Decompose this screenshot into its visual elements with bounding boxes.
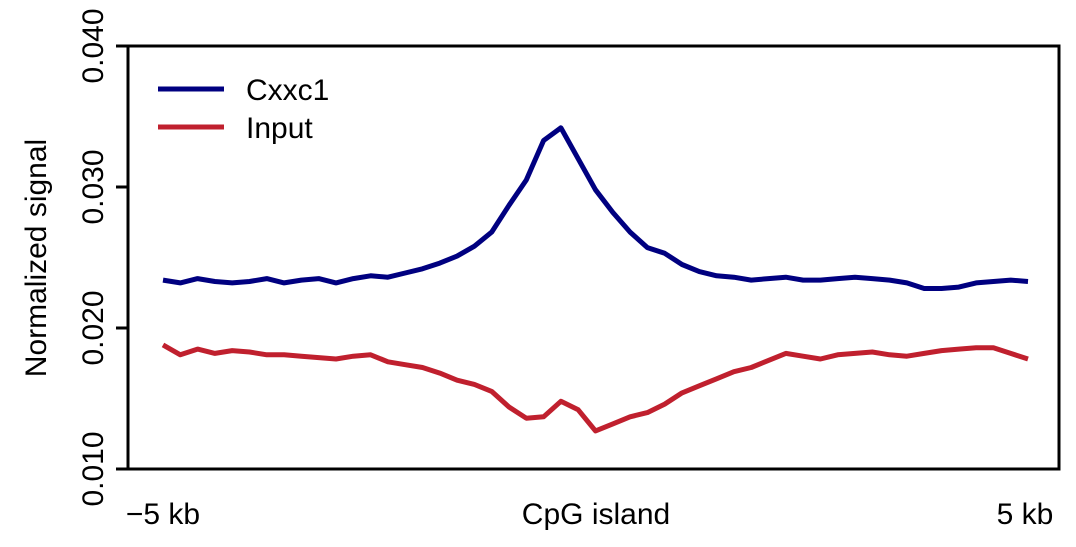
series-line-input xyxy=(161,342,1029,434)
x-tick-label-left: −5 kb xyxy=(126,498,200,531)
y-tick-label: 0.020 xyxy=(77,290,110,365)
y-axis-title: Normalized signal xyxy=(20,139,53,377)
x-axis: −5 kb CpG island 5 kb xyxy=(126,498,1053,531)
x-tick-label-center: CpG island xyxy=(522,498,670,531)
plot-frame xyxy=(126,44,1061,471)
y-tick-label: 0.040 xyxy=(77,8,110,83)
series-line-cxxc1 xyxy=(162,125,1029,291)
x-tick-label-right: 5 kb xyxy=(997,498,1054,531)
y-axis: 0.010 0.020 0.030 0.040 xyxy=(77,8,128,507)
y-tick-label: 0.030 xyxy=(77,149,110,224)
legend: Cxxc1 Input xyxy=(158,74,329,145)
legend-label-input: Input xyxy=(246,112,313,145)
legend-label-cxxc1: Cxxc1 xyxy=(246,74,329,107)
y-tick-label: 0.010 xyxy=(77,431,110,506)
series-layer xyxy=(161,125,1029,434)
